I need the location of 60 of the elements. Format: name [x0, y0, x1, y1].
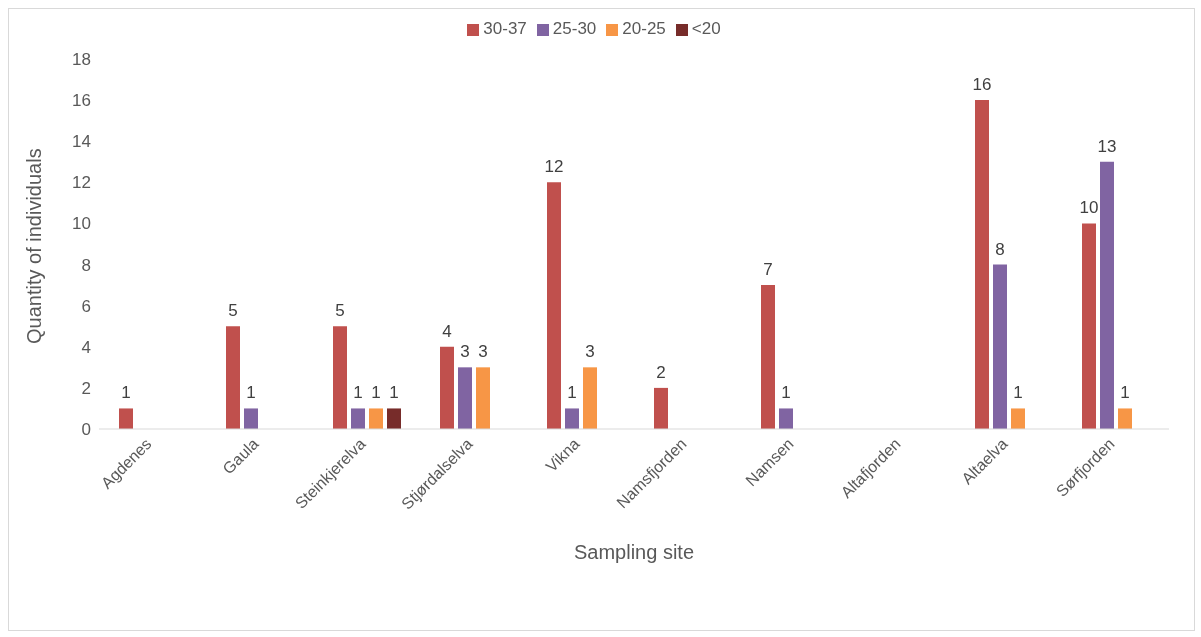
bar — [333, 326, 347, 429]
data-label: 1 — [371, 383, 381, 403]
bar — [547, 182, 561, 429]
bar — [476, 367, 490, 429]
bar — [1082, 223, 1096, 429]
data-label: 1 — [389, 383, 399, 403]
data-label: 4 — [442, 321, 452, 341]
legend-label: <20 — [691, 19, 721, 38]
y-tick-label: 14 — [72, 132, 91, 152]
data-label: 5 — [335, 301, 345, 321]
data-label: 5 — [228, 301, 238, 321]
bar — [565, 408, 579, 429]
y-tick-label: 18 — [72, 50, 91, 70]
bar — [458, 367, 472, 429]
y-tick-label: 4 — [81, 337, 91, 357]
bar — [1100, 161, 1114, 429]
data-label: 12 — [544, 157, 564, 177]
bar — [779, 408, 793, 429]
y-tick-label: 2 — [81, 378, 91, 398]
y-axis-title: Quantity of individuals — [23, 148, 46, 344]
y-tick-label: 0 — [81, 420, 91, 440]
legend-label: 20-25 — [622, 19, 666, 38]
data-label: 2 — [656, 362, 666, 382]
data-label: 13 — [1097, 136, 1117, 156]
data-label: 7 — [763, 260, 773, 280]
y-tick-label: 10 — [72, 214, 91, 234]
bar — [440, 346, 454, 429]
y-tick-label: 6 — [81, 296, 91, 316]
bar — [369, 408, 383, 429]
bar — [226, 326, 240, 429]
data-label: 10 — [1079, 198, 1099, 218]
data-label: 3 — [478, 342, 488, 362]
data-label: 16 — [972, 75, 992, 95]
data-label: 1 — [246, 383, 256, 403]
data-label: 1 — [353, 383, 363, 403]
data-label: 1 — [567, 383, 577, 403]
y-tick-label: 16 — [72, 91, 91, 111]
data-label: 1 — [781, 383, 791, 403]
data-label: 1 — [1120, 383, 1130, 403]
bar — [761, 285, 775, 429]
bar — [1011, 408, 1025, 429]
bar — [351, 408, 365, 429]
data-label: 3 — [460, 342, 470, 362]
data-label: 3 — [585, 342, 595, 362]
bar — [1118, 408, 1132, 429]
bar — [119, 408, 133, 429]
bar — [993, 264, 1007, 429]
bar — [387, 408, 401, 429]
data-label: 8 — [995, 239, 1005, 259]
y-tick-label: 8 — [81, 255, 91, 275]
legend-label: 30-37 — [483, 19, 527, 38]
x-axis-title: Sampling site — [573, 541, 695, 563]
y-tick-label: 12 — [72, 173, 91, 193]
bar — [583, 367, 597, 429]
legend-label: 25-30 — [552, 19, 597, 38]
bar — [244, 408, 258, 429]
data-label: 1 — [121, 383, 131, 403]
data-label: 1 — [1013, 383, 1023, 403]
bar — [654, 387, 668, 429]
bar — [975, 100, 989, 429]
